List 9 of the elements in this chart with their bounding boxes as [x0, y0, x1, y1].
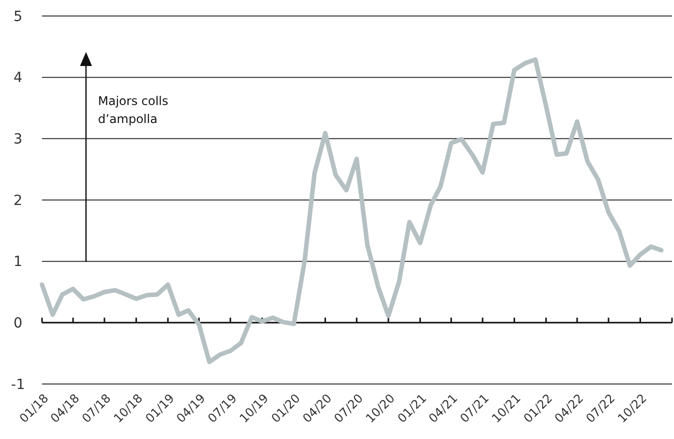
line-series: [40, 57, 664, 364]
y-tick-label: 2: [14, 192, 22, 209]
y-tick-label: -1: [11, 376, 25, 393]
y-tick-label: 4: [14, 70, 23, 86]
annotation: Majors colls d’ampolla: [98, 94, 168, 126]
y-tick-label: 1: [14, 254, 22, 270]
y-tick-label: 5: [14, 8, 22, 25]
y-tick-label: 3: [14, 132, 22, 148]
y-tick-label: 0: [14, 316, 22, 332]
